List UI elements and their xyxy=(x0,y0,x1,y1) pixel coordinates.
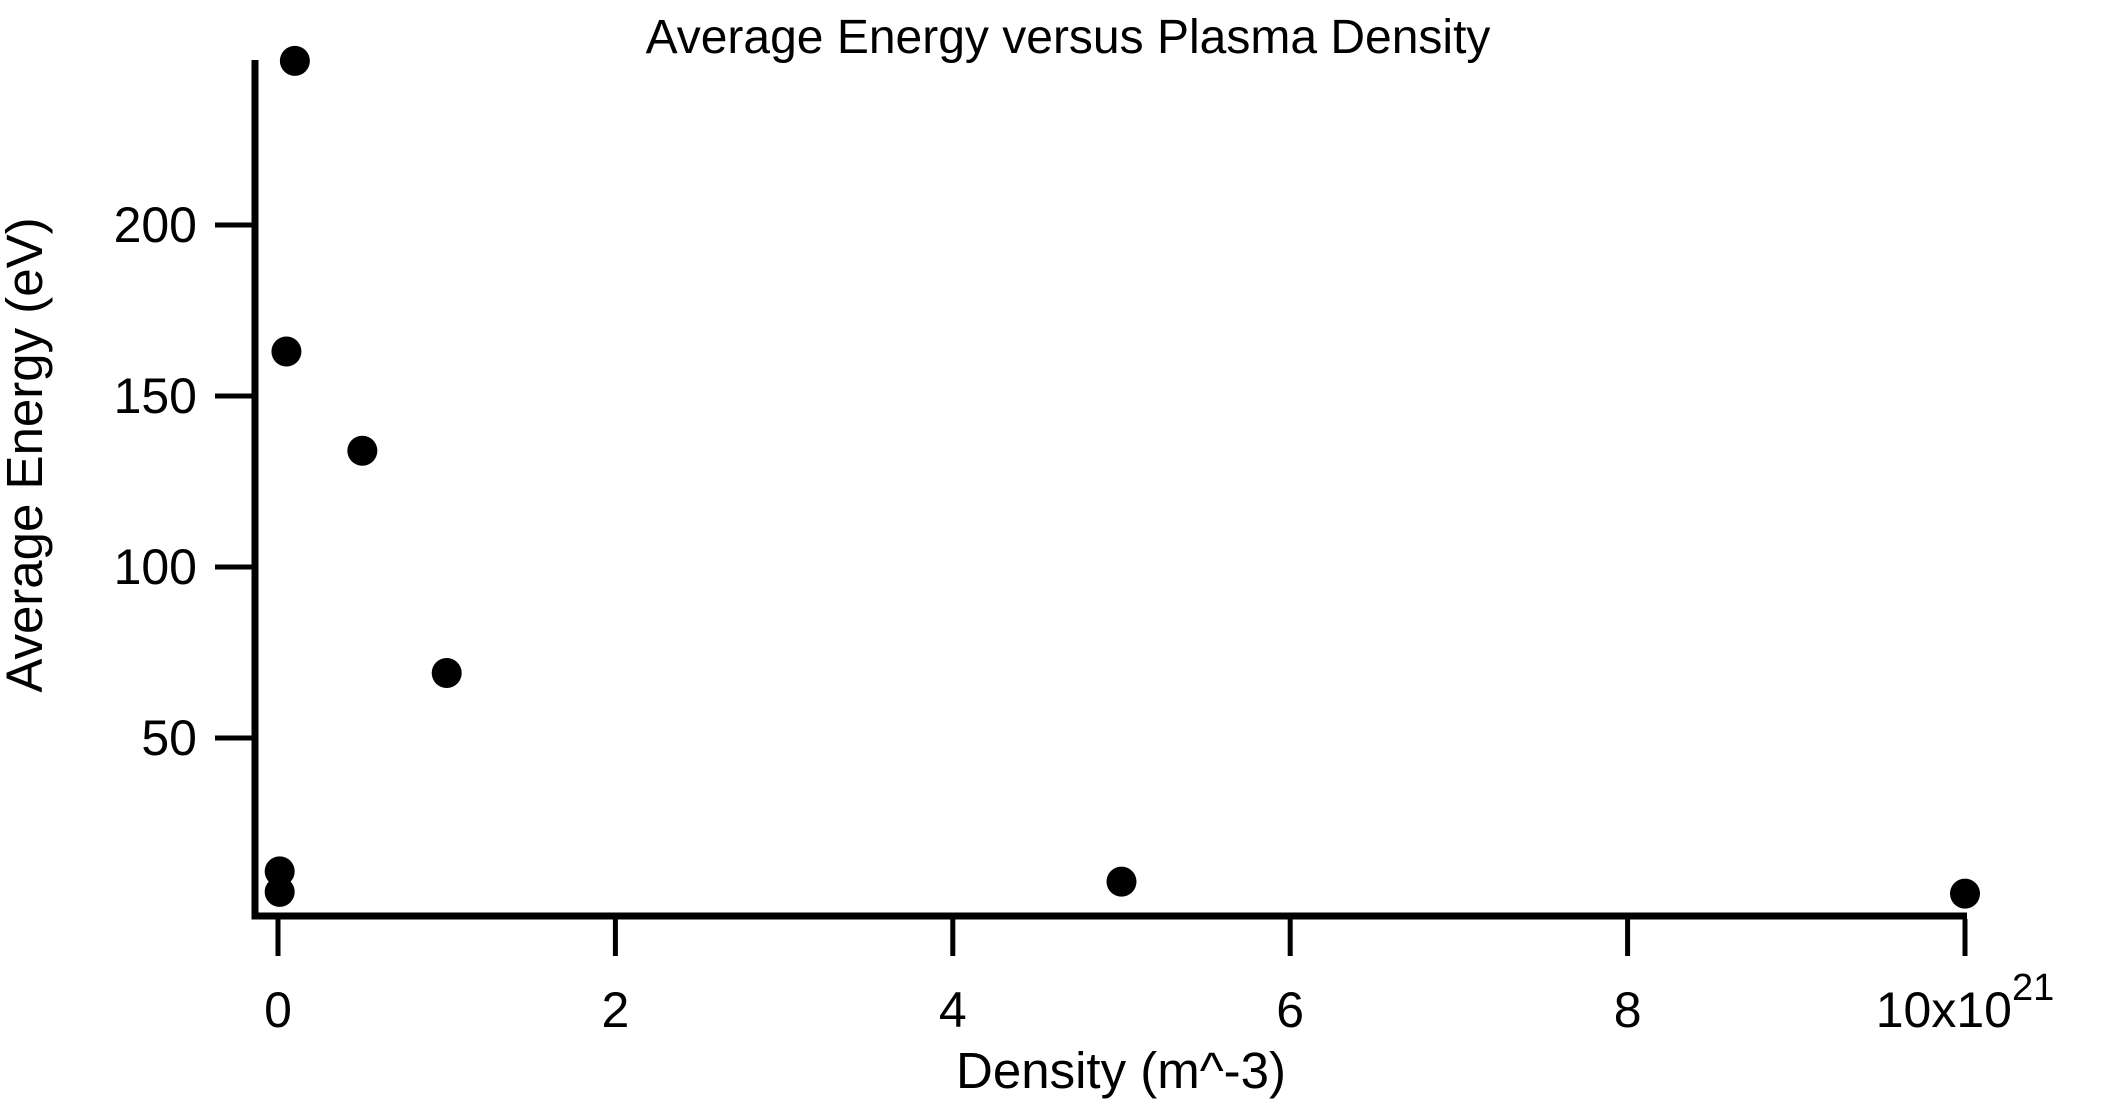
data-point-group xyxy=(264,45,1980,909)
y-tick-label: 200 xyxy=(114,197,197,253)
data-point xyxy=(347,435,378,466)
x-tick-group: 0 2 4 6 8 10x1021 xyxy=(264,919,2054,1038)
x-tick-label: 0 xyxy=(264,982,292,1038)
y-tick-label: 150 xyxy=(114,368,197,424)
chart-title: Average Energy versus Plasma Density xyxy=(646,11,1491,64)
x-tick-label: 10x1021 xyxy=(1876,967,2055,1038)
y-axis-label: Average Energy (eV) xyxy=(0,217,53,692)
y-tick-label: 50 xyxy=(141,710,197,766)
data-point xyxy=(1106,866,1137,897)
x-tick-label: 4 xyxy=(939,982,967,1038)
x-tick-label: 8 xyxy=(1614,982,1642,1038)
data-point xyxy=(279,45,310,76)
data-point xyxy=(1950,878,1980,909)
y-tick-label: 100 xyxy=(114,539,197,595)
data-point xyxy=(431,658,462,689)
x-tick-label: 6 xyxy=(1276,982,1304,1038)
data-point xyxy=(271,336,302,367)
x-tick-label: 2 xyxy=(601,982,629,1038)
data-point xyxy=(264,856,295,887)
x-axis-label: Density (m^-3) xyxy=(956,1042,1286,1099)
data-point xyxy=(264,876,295,907)
y-tick-group: 50 100 150 200 xyxy=(114,197,252,766)
